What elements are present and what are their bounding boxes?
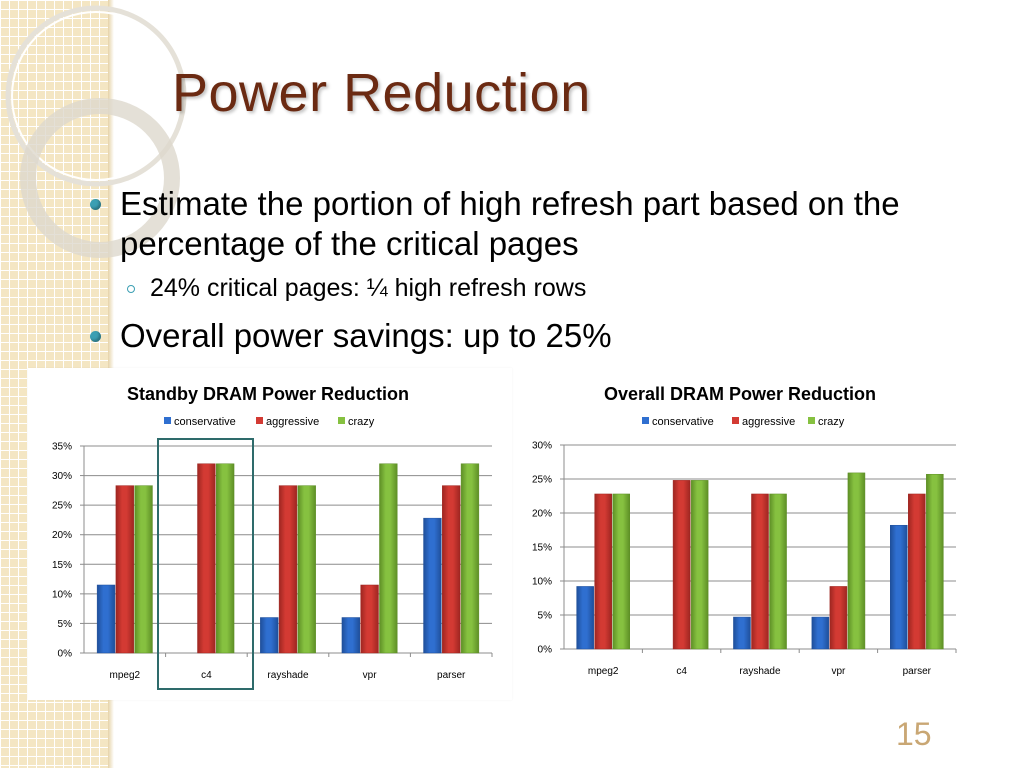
legend-label-crazy: crazy	[818, 416, 845, 428]
decorative-circles	[5, 5, 187, 258]
slide-title: Power Reduction	[172, 63, 591, 123]
deco-circle-large-inner	[11, 11, 181, 181]
bar-crazy-mpeg2	[134, 485, 153, 654]
chart-title: Standby DRAM Power Reduction	[127, 384, 409, 404]
bar-aggressive-rayshade	[751, 493, 769, 650]
y-tick-label: 30%	[532, 441, 552, 452]
standby-power-chart: Standby DRAM Power Reduction conservative…	[52, 384, 493, 681]
bar-aggressive-vpr	[360, 584, 379, 654]
bar-conservative-mpeg2	[96, 584, 116, 654]
y-tick-label: 5%	[58, 619, 73, 630]
bullet-dot-icon	[90, 199, 101, 210]
c4-highlight-box	[157, 438, 254, 690]
bullet-2: Overall power savings: up to 25%	[90, 316, 612, 356]
overall-power-chart: Overall DRAM Power Reduction conservative…	[532, 384, 957, 677]
x-tick-label: c4	[676, 666, 687, 677]
legend-swatch-conservative	[642, 417, 649, 424]
bullet-dot-icon	[90, 331, 101, 342]
bar-aggressive-parser	[442, 485, 461, 654]
y-tick-label: 25%	[52, 501, 72, 512]
x-tick-label: mpeg2	[588, 666, 619, 677]
bar-conservative-parser	[890, 524, 908, 650]
legend-label-aggressive: aggressive	[742, 416, 795, 428]
y-tick-label: 20%	[532, 509, 552, 520]
bar-crazy-parser	[926, 473, 944, 650]
sub-bullet-text: 24% critical pages: ¼ high refresh rows	[150, 274, 587, 302]
bar-conservative-mpeg2	[576, 586, 594, 650]
bar-crazy-vpr	[379, 463, 398, 654]
bar-crazy-c4	[690, 480, 709, 650]
bar-conservative-vpr	[811, 616, 830, 650]
chart-title: Overall DRAM Power Reduction	[604, 384, 876, 404]
bullet-1-text: Estimate the portion of high refresh par…	[120, 185, 900, 262]
bar-aggressive-vpr	[829, 586, 848, 650]
legend-swatch-crazy	[338, 417, 345, 424]
legend-label-conservative: conservative	[652, 416, 714, 428]
bar-conservative-vpr	[341, 617, 360, 654]
y-tick-label: 25%	[532, 475, 552, 486]
deco-circle-large	[5, 5, 187, 187]
y-tick-label: 20%	[52, 530, 72, 541]
bar-aggressive-c4	[672, 480, 691, 650]
y-tick-label: 5%	[538, 611, 553, 622]
y-tick-label: 35%	[52, 442, 72, 453]
x-tick-label: parser	[903, 666, 932, 677]
bar-crazy-rayshade	[769, 493, 787, 650]
bar-aggressive-rayshade	[278, 485, 298, 654]
bar-conservative-rayshade	[260, 617, 279, 654]
legend-swatch-conservative	[164, 417, 171, 424]
bar-aggressive-parser	[908, 493, 926, 650]
page-number: 15	[896, 716, 932, 752]
y-tick-label: 30%	[52, 471, 72, 482]
legend-swatch-aggressive	[256, 417, 263, 424]
legend-label-conservative: conservative	[174, 416, 236, 428]
bar-conservative-parser	[423, 517, 442, 654]
y-tick-label: 0%	[58, 649, 73, 660]
x-tick-label: vpr	[363, 670, 378, 681]
x-tick-label: rayshade	[739, 666, 781, 677]
bar-crazy-parser	[460, 463, 480, 654]
x-tick-label: parser	[437, 670, 466, 681]
y-tick-label: 10%	[52, 589, 72, 600]
legend-label-aggressive: aggressive	[266, 416, 319, 428]
y-tick-label: 15%	[52, 560, 72, 571]
bar-crazy-vpr	[847, 472, 866, 650]
bar-crazy-mpeg2	[612, 493, 630, 650]
sub-bullet-ring-icon	[127, 285, 135, 293]
bar-aggressive-c4	[197, 463, 216, 654]
x-tick-label: vpr	[831, 666, 846, 677]
bullet-1: Estimate the portion of high refresh par…	[90, 184, 970, 264]
deco-ring	[20, 98, 180, 258]
y-tick-label: 10%	[532, 577, 552, 588]
legend-swatch-aggressive	[732, 417, 739, 424]
x-tick-label: mpeg2	[110, 670, 141, 681]
sub-bullet: 24% critical pages: ¼ high refresh rows	[127, 273, 586, 303]
bar-aggressive-mpeg2	[594, 493, 612, 650]
bar-crazy-rayshade	[297, 485, 316, 654]
bar-conservative-rayshade	[733, 616, 751, 650]
x-tick-label: rayshade	[267, 670, 309, 681]
legend-label-crazy: crazy	[348, 416, 375, 428]
bar-aggressive-mpeg2	[115, 485, 134, 654]
bullet-2-text: Overall power savings: up to 25%	[120, 317, 612, 354]
legend-swatch-crazy	[808, 417, 815, 424]
bar-crazy-c4	[216, 463, 235, 654]
x-tick-label: c4	[201, 670, 212, 681]
y-tick-label: 0%	[538, 645, 553, 656]
y-tick-label: 15%	[532, 543, 552, 554]
